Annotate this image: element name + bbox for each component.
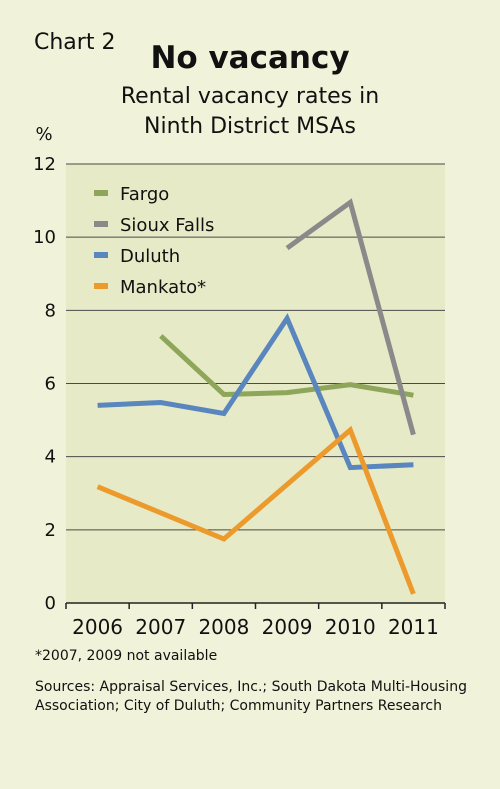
y-tick-label: 10 — [33, 227, 56, 248]
chart-number-label: Chart 2 — [34, 30, 116, 55]
x-tick-label: 2009 — [262, 615, 313, 639]
chart-subtitle-line-1: Rental vacancy rates in — [120, 84, 380, 109]
chart-title: No vacancy — [150, 40, 350, 76]
x-tick-label: 2007 — [135, 615, 186, 639]
series-line-sioux-falls — [285, 198, 416, 436]
legend-label: Duluth — [120, 246, 180, 267]
legend-label: Fargo — [120, 184, 169, 205]
x-tick-label: 2011 — [388, 615, 439, 639]
y-tick-label: 12 — [33, 154, 56, 175]
chart-subtitle-line-2: Ninth District MSAs — [144, 114, 356, 139]
sources-note: Sources: Appraisal Services, Inc.; South… — [35, 679, 467, 714]
series-line-mankato — [96, 425, 416, 595]
y-tick-label: 0 — [45, 593, 56, 614]
y-tick-label: 6 — [45, 374, 56, 395]
series-line-fargo — [159, 334, 414, 398]
y-axis-unit-label: % — [35, 124, 52, 145]
y-tick-label: 2 — [45, 520, 56, 541]
x-tick-label: 2008 — [198, 615, 249, 639]
footnote: *2007, 2009 not available — [35, 648, 218, 664]
x-tick-label: 2010 — [325, 615, 376, 639]
x-tick-label: 2006 — [72, 615, 123, 639]
legend-label: Sioux Falls — [120, 215, 214, 236]
series-line-duluth — [97, 313, 414, 471]
y-tick-label: 4 — [45, 447, 56, 468]
legend-label: Mankato* — [120, 277, 206, 298]
y-tick-label: 8 — [45, 300, 56, 321]
